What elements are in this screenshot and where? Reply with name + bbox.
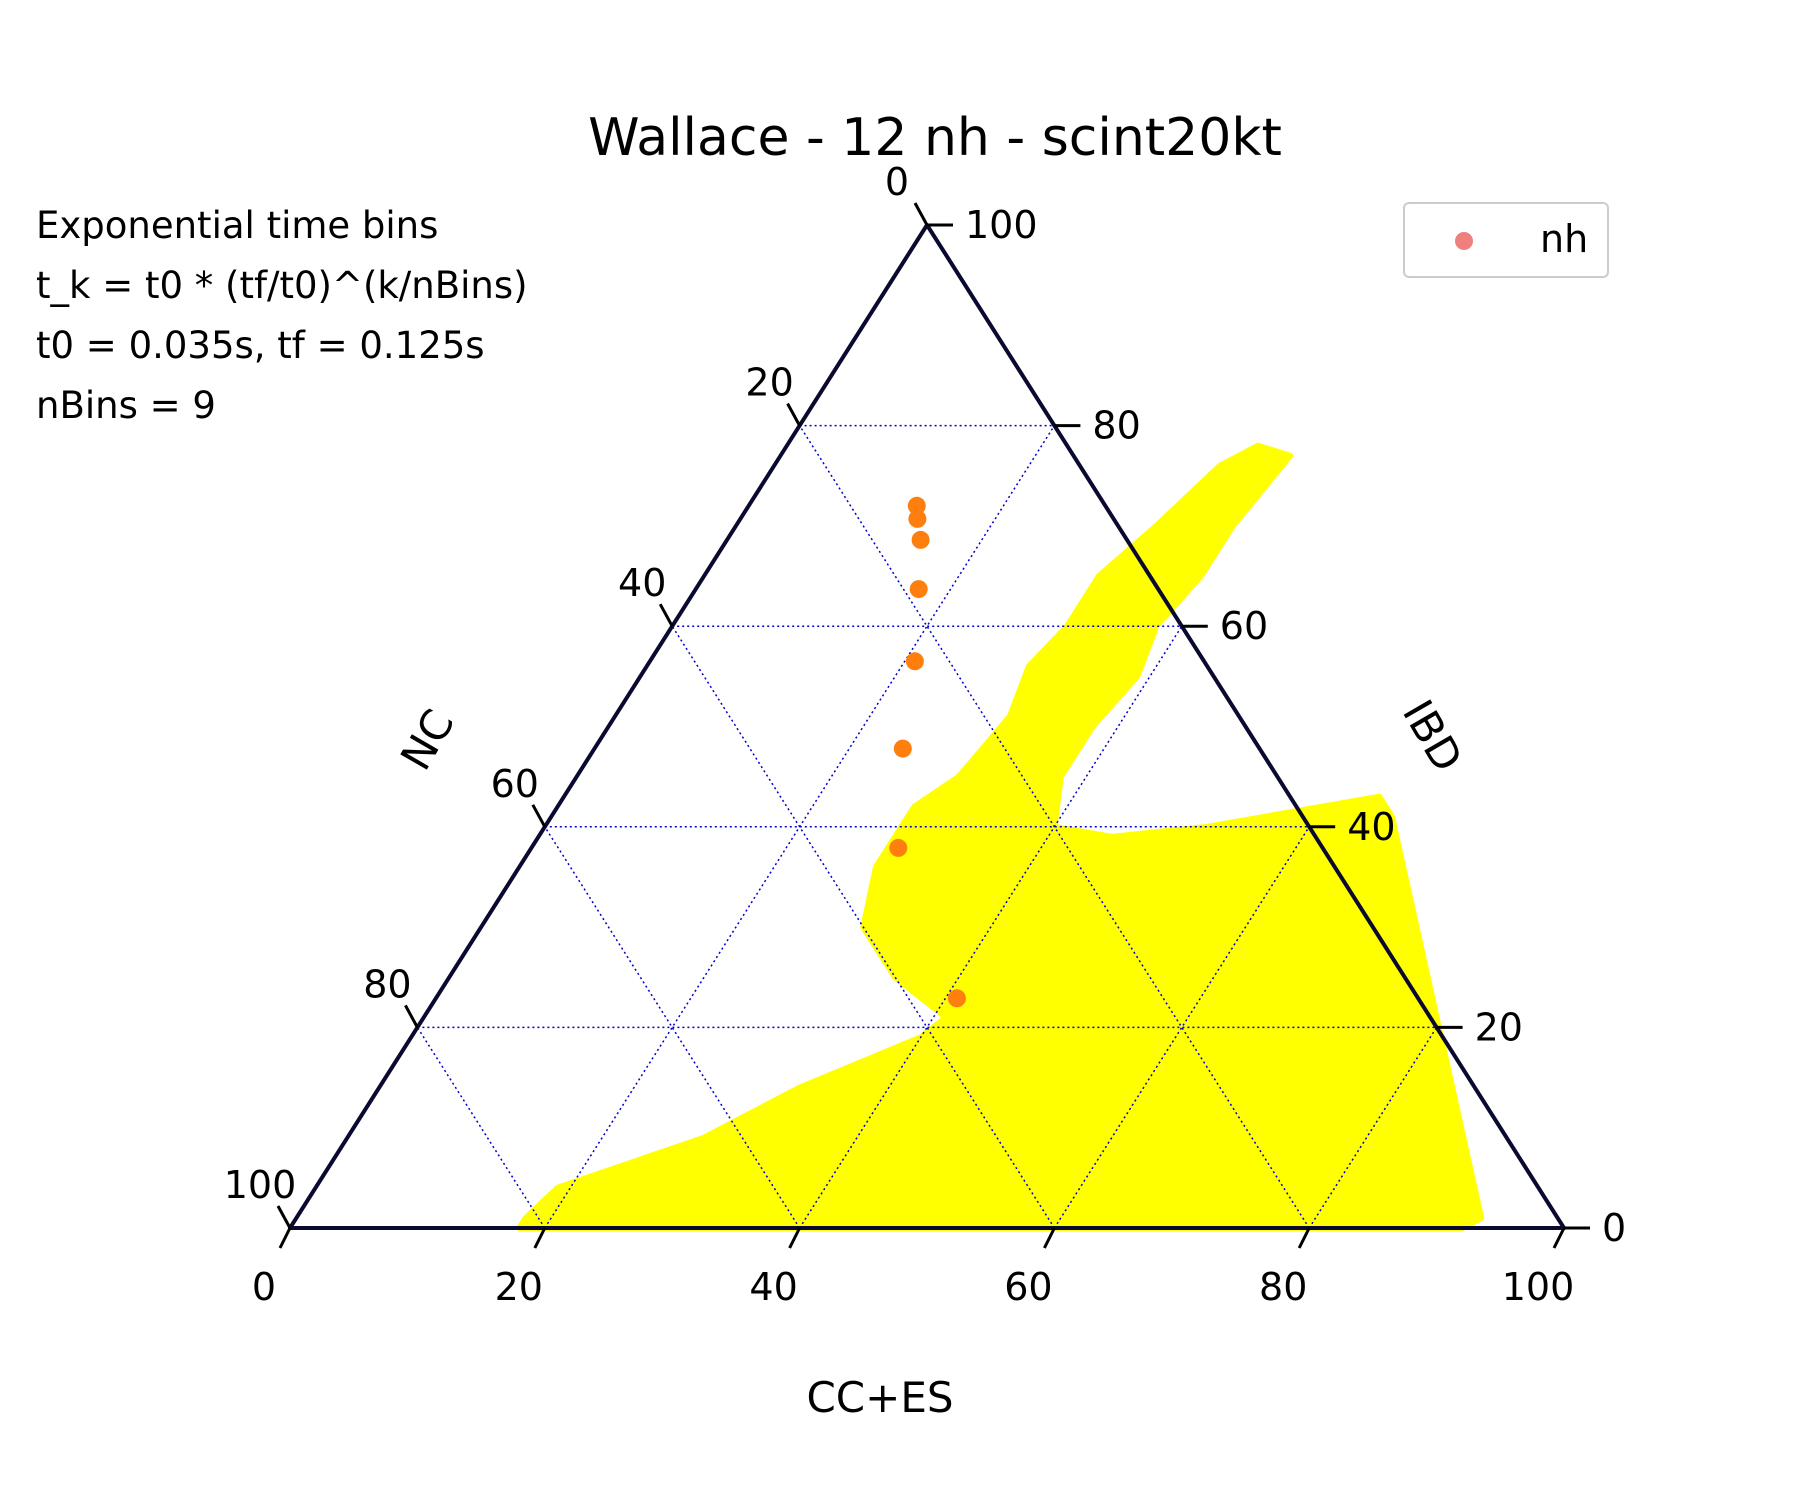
legend-label-nh: nh: [1540, 217, 1588, 261]
tick-label-right-80: 80: [1092, 404, 1140, 448]
tick-left-100: [276, 1205, 292, 1229]
right-axis-label: IBD: [1393, 692, 1472, 780]
legend: nh: [1403, 202, 1609, 278]
tick-label-left-0: 0: [885, 160, 909, 204]
tick-bottom-60: [1043, 1227, 1056, 1249]
tick-left-20: [786, 402, 801, 427]
tick-label-bottom-80: 80: [1259, 1265, 1307, 1309]
tick-label-bottom-40: 40: [749, 1265, 797, 1309]
chart-title: Wallace - 12 nh - scint20kt: [588, 108, 1282, 168]
nh-point-2: [908, 509, 927, 528]
tick-bottom-100: [1552, 1227, 1566, 1249]
annotation-line-4: nBins = 9: [36, 384, 216, 427]
nh-point-8: [947, 989, 966, 1008]
nh-point-1: [907, 496, 926, 515]
nh-scatter-points: [889, 496, 966, 1008]
tick-bottom-40: [788, 1227, 801, 1249]
tick-marks-and-labels: 0 0 0 20 20 20 40 40 40 60 60 60 80 80 80 100 100 100: [224, 160, 1626, 1309]
allowed-region-layer: [516, 442, 1485, 1231]
gridline-nc-60: [544, 826, 801, 1229]
tick-label-right-20: 20: [1475, 1005, 1523, 1049]
tick-left-40: [658, 603, 674, 627]
legend-box: [1403, 202, 1609, 278]
tick-label-left-40: 40: [618, 561, 666, 605]
bottom-axis-label: CC+ES: [806, 1373, 953, 1422]
annotation-line-1: Exponential time bins: [36, 204, 438, 247]
tick-label-bottom-0: 0: [252, 1265, 276, 1309]
gridline-cces-60: [1053, 826, 1310, 1229]
gridline-cces-40: [798, 625, 1183, 1229]
annotation-line-2: t_k = t0 * (tf/t0)^(k/nBins): [36, 264, 528, 307]
legend-marker-nh: [1455, 232, 1473, 250]
tick-label-right-0: 0: [1602, 1206, 1626, 1250]
left-axis-label: NC: [391, 701, 464, 778]
tick-label-bottom-60: 60: [1004, 1265, 1052, 1309]
nh-point-5: [905, 652, 924, 671]
tick-bottom-0: [278, 1227, 292, 1249]
tick-label-left-60: 60: [491, 762, 539, 806]
tick-label-left-100: 100: [224, 1163, 297, 1207]
tick-left-60: [531, 804, 547, 828]
gridline-nc-40: [671, 625, 1056, 1229]
nh-point-7: [889, 838, 908, 857]
triangle-outline: [288, 223, 1566, 1230]
tick-label-bottom-20: 20: [495, 1265, 543, 1309]
ternary-gridlines: [416, 424, 1438, 1229]
triangle-frame: [288, 223, 1566, 1230]
tick-bottom-80: [1297, 1227, 1311, 1249]
tick-label-right-60: 60: [1220, 604, 1268, 648]
tick-label-left-80: 80: [363, 962, 411, 1006]
nh-point-4: [909, 580, 928, 599]
tick-label-right-40: 40: [1347, 805, 1395, 849]
tick-label-left-20: 20: [745, 361, 793, 405]
gridline-nc-80: [416, 1026, 546, 1229]
tick-left-80: [404, 1004, 419, 1029]
tick-bottom-20: [533, 1227, 547, 1249]
tick-left-0: [913, 202, 929, 226]
tick-label-right-100: 100: [965, 203, 1038, 247]
annotation-line-3: t0 = 0.035s, tf = 0.125s: [36, 324, 485, 367]
tick-label-bottom-100: 100: [1502, 1265, 1575, 1309]
nh-point-6: [893, 739, 912, 758]
allowed-region: [516, 442, 1485, 1231]
nh-point-3: [911, 530, 930, 549]
